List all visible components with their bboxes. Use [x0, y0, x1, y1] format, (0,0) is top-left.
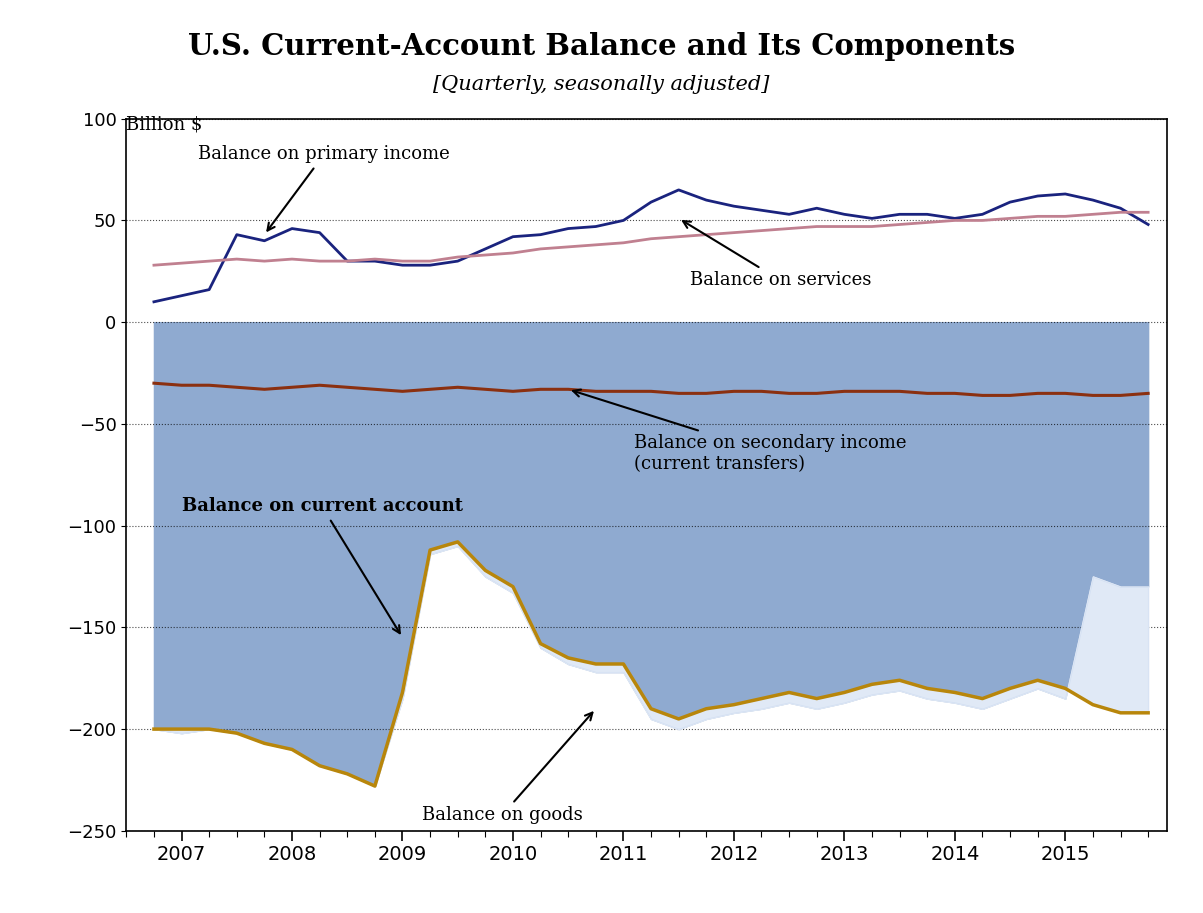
Text: Balance on secondary income
(current transfers): Balance on secondary income (current tra… [573, 390, 907, 473]
Text: Balance on primary income: Balance on primary income [198, 145, 450, 231]
Text: U.S. Current-Account Balance and Its Components: U.S. Current-Account Balance and Its Com… [188, 32, 1015, 61]
Text: Balance on current account: Balance on current account [182, 498, 462, 634]
Text: Balance on services: Balance on services [683, 221, 871, 289]
Text: [Quarterly, seasonally adjusted]: [Quarterly, seasonally adjusted] [433, 75, 770, 94]
Text: Billion $: Billion $ [126, 116, 202, 134]
Text: Balance on goods: Balance on goods [421, 712, 592, 824]
